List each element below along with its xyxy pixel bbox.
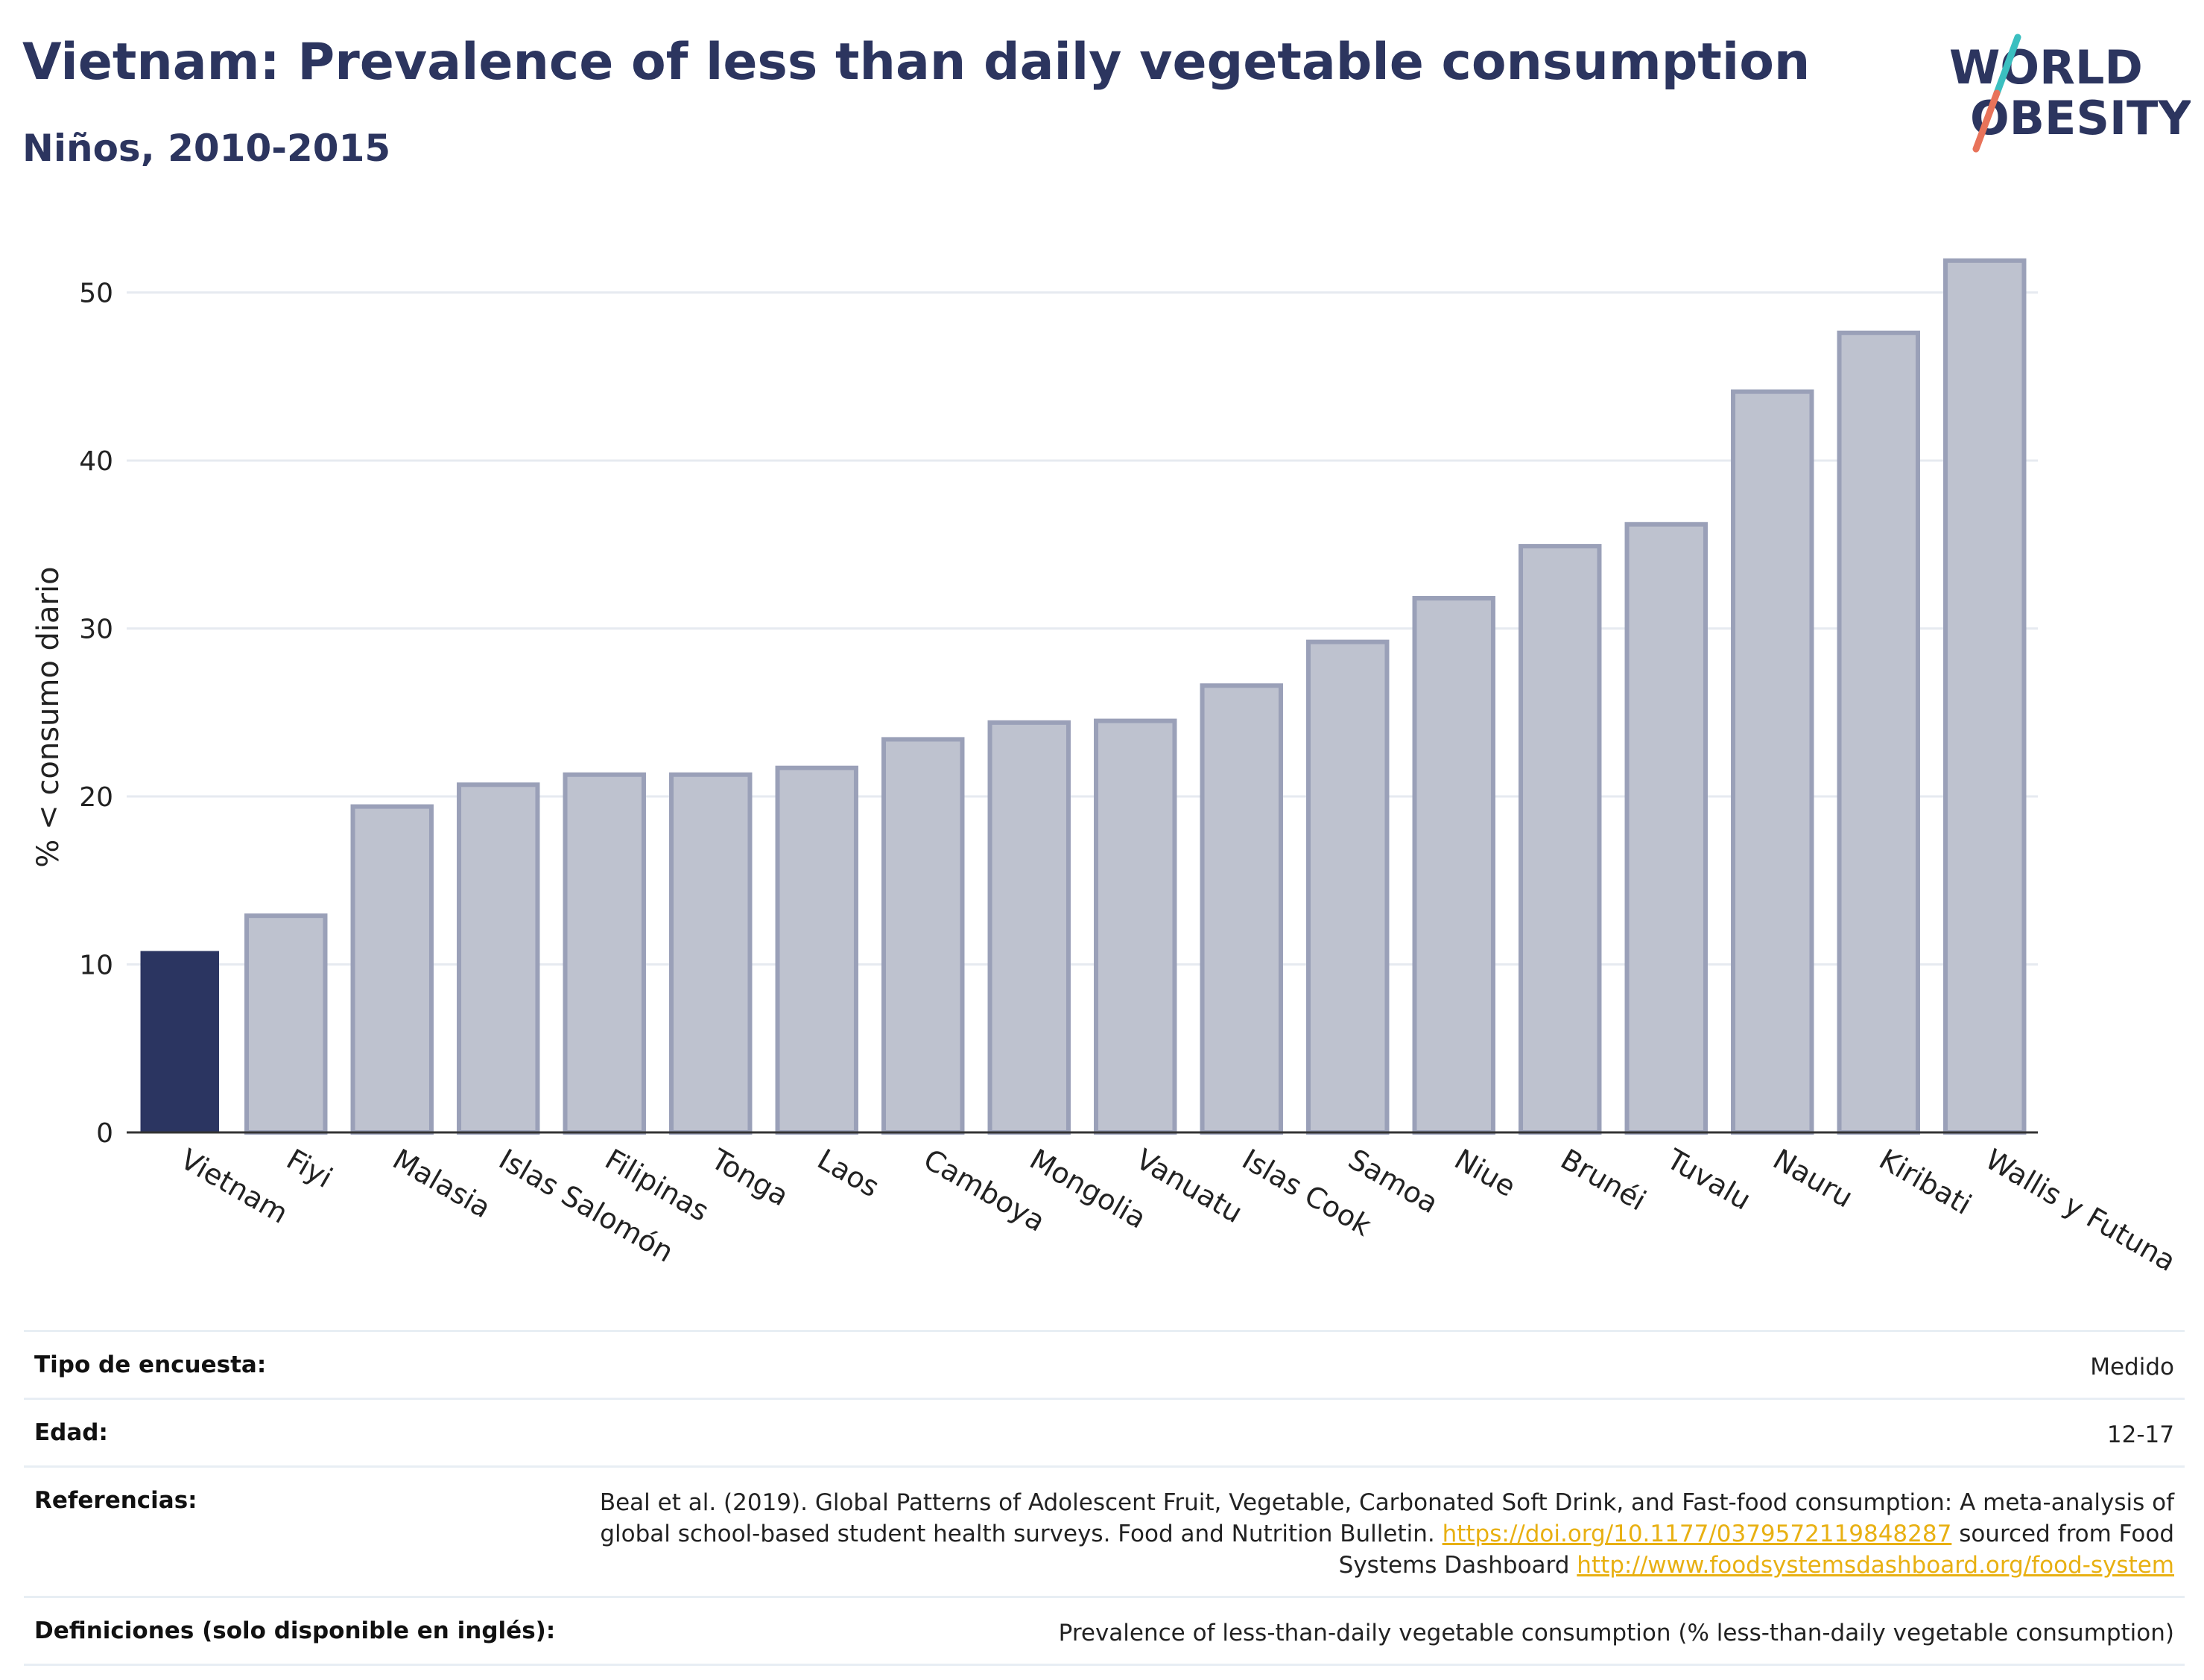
dashboard-link[interactable]: http://www.foodsystemsdashboard.org/food… xyxy=(1577,1552,2174,1579)
x-tick-label: Fiyi xyxy=(281,1143,338,1194)
info-row-references: Referencias: Beal et al. (2019). Global … xyxy=(24,1465,2185,1596)
y-tick-label: 50 xyxy=(79,279,113,309)
bar-kiribati xyxy=(1837,330,1920,1135)
x-tick-label: Tuvalu xyxy=(1661,1142,1756,1217)
x-tick-label: Wallis y Futuna xyxy=(1980,1143,2181,1278)
logo-word-world: WORLD xyxy=(1949,40,2143,95)
reference-text: Beal et al. (2019). Global Patterns of A… xyxy=(572,1487,2174,1581)
x-tick-label: Kiribati xyxy=(1874,1143,1977,1221)
logo-slash-teal xyxy=(1993,34,2021,97)
bars xyxy=(140,258,2027,1135)
x-tick-label: Vanuatu xyxy=(1130,1143,1248,1229)
info-row-age: Edad: 12-17 xyxy=(24,1398,2185,1465)
bar-laos xyxy=(775,765,858,1135)
logo-slash-coral xyxy=(1972,89,2001,153)
y-axis-ticks: 0 10 20 30 40 50 xyxy=(79,279,113,1149)
x-tick-label: Brunéi xyxy=(1555,1143,1651,1217)
bar-islas-salom-n xyxy=(457,782,540,1135)
bar-wallis-y-futuna xyxy=(1943,258,2027,1135)
page-subtitle: Niños, 2010-2015 xyxy=(22,127,391,170)
y-axis-title: % < consumo diario xyxy=(31,566,66,867)
x-tick-label: Niue xyxy=(1449,1143,1521,1203)
gridlines xyxy=(127,291,2038,966)
doi-link[interactable]: https://doi.org/10.1177/0379572119848287 xyxy=(1442,1521,1952,1547)
y-tick-label: 20 xyxy=(79,782,113,813)
bar-tuvalu xyxy=(1624,522,1708,1135)
y-tick-label: 10 xyxy=(79,951,113,981)
x-tick-label: Camboya xyxy=(918,1143,1051,1238)
x-tick-label: Islas Salomón xyxy=(493,1143,679,1269)
bar-mongolia xyxy=(987,720,1071,1135)
reference-source: sourced from Food Systems Dashboard xyxy=(1338,1521,2174,1579)
bar-islas-cook xyxy=(1200,683,1283,1135)
page-title: Vietnam: Prevalence of less than daily v… xyxy=(22,33,1811,92)
bar-vanuatu xyxy=(1094,718,1177,1135)
bar-fiyi xyxy=(244,913,328,1135)
x-tick-label: Vietnam xyxy=(175,1143,294,1230)
x-tick-label: Malasia xyxy=(387,1143,496,1225)
info-value: Prevalence of less-than-daily vegetable … xyxy=(1058,1620,2174,1646)
bar-malasia xyxy=(350,804,434,1135)
info-value: 12-17 xyxy=(2106,1421,2174,1448)
info-table: Tipo de encuesta: Medido Edad: 12-17 Ref… xyxy=(24,1330,2185,1666)
info-row-survey-type: Tipo de encuesta: Medido xyxy=(24,1330,2185,1398)
x-tick-label: Tonga xyxy=(705,1142,794,1212)
bar-camboya xyxy=(881,737,965,1135)
reference-citation: Beal et al. (2019). Global Patterns of A… xyxy=(599,1489,2174,1547)
info-label: Tipo de encuesta: xyxy=(34,1351,267,1378)
bar-nauru xyxy=(1731,389,1814,1135)
info-value: Medido xyxy=(2090,1354,2174,1381)
bar-brun-i xyxy=(1519,544,1602,1135)
info-label: Referencias: xyxy=(34,1487,197,1514)
x-tick-label: Nauru xyxy=(1767,1143,1858,1214)
y-tick-label: 40 xyxy=(79,446,113,477)
info-label: Edad: xyxy=(34,1419,108,1446)
bar-filipinas xyxy=(563,772,646,1135)
bar-tonga xyxy=(669,772,753,1135)
y-tick-label: 0 xyxy=(96,1118,113,1149)
bar-samoa xyxy=(1306,639,1390,1135)
x-tick-label: Laos xyxy=(812,1143,885,1204)
y-tick-label: 30 xyxy=(79,615,113,645)
bar-vietnam xyxy=(140,951,219,1132)
logo-word-obesity: OBESITY xyxy=(1970,91,2191,145)
info-label: Definiciones (solo disponible en inglés)… xyxy=(34,1617,556,1644)
world-obesity-logo: WORLD OBESITY xyxy=(1949,34,2191,153)
bar-niue xyxy=(1412,596,1495,1135)
info-row-definitions: Definiciones (solo disponible en inglés)… xyxy=(24,1596,2185,1666)
